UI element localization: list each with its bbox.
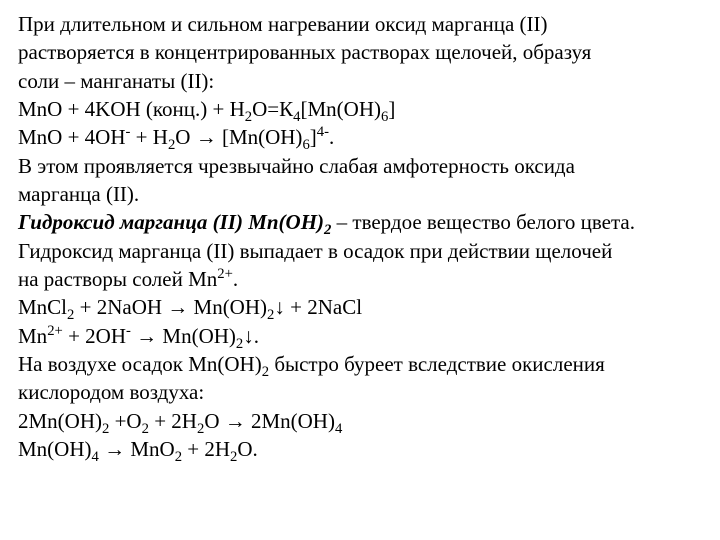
paragraph-text: На воздухе осадок Mn(OH) — [18, 352, 262, 376]
paragraph-line: При длительном и сильном нагревании окси… — [18, 10, 702, 38]
paragraph-line: на растворы солей Mn2+. — [18, 265, 702, 293]
superscript: 2+ — [217, 266, 233, 282]
eq-text: MnCl — [18, 295, 67, 319]
eq-text: Mn(OH) — [18, 437, 92, 461]
eq-text: ] — [388, 97, 395, 121]
eq-text: → MnO — [99, 437, 175, 461]
eq-text: ↓ + 2NaCl — [274, 295, 362, 319]
paragraph-line: В этом проявляется чрезвычайно слабая ам… — [18, 152, 702, 180]
superscript: 4- — [317, 124, 329, 140]
eq-text: → Mn(OH) — [131, 324, 236, 348]
paragraph-text: на растворы солей Mn — [18, 267, 217, 291]
eq-text: MnO + 4KOH (конц.) + H — [18, 97, 245, 121]
document-page: При длительном и сильном нагревании окси… — [0, 0, 720, 464]
paragraph-text: . — [233, 267, 238, 291]
bold-italic-heading: Гидроксид марганца (II) Mn(OH)2 — [18, 210, 331, 234]
heading-text: Гидроксид марганца (II) Mn(OH) — [18, 210, 324, 234]
eq-text: . — [329, 125, 334, 149]
paragraph-line: Гидроксид марганца (II) выпадает в осадо… — [18, 237, 702, 265]
paragraph-text: быстро буреет вследствие окисления — [269, 352, 605, 376]
paragraph-line: кислородом воздуха: — [18, 378, 702, 406]
equation-line: MnO + 4OH- + H2O → [Mn(OH)6]4-. — [18, 123, 702, 151]
equation-line: 2Mn(OH)2 +O2 + 2H2O → 2Mn(OH)4 — [18, 407, 702, 435]
equation-line: MnO + 4KOH (конц.) + H2O=К4[Mn(OH)6] — [18, 95, 702, 123]
superscript: 2+ — [47, 323, 63, 339]
eq-text: + 2H — [182, 437, 230, 461]
subscript: 4 — [335, 421, 342, 437]
eq-text: Mn — [18, 324, 47, 348]
subscript: 4 — [92, 449, 99, 465]
paragraph-line: соли – манганаты (II): — [18, 67, 702, 95]
eq-text: 2Mn(OH) — [18, 409, 102, 433]
eq-text: + 2OH — [63, 324, 126, 348]
equation-line: Mn(OH)4 → MnO2 + 2H2O. — [18, 435, 702, 463]
eq-text: +O — [109, 409, 141, 433]
eq-text: [Mn(OH) — [301, 97, 381, 121]
equation-line: MnCl2 + 2NaOH → Mn(OH)2↓ + 2NaCl — [18, 293, 702, 321]
eq-text: ] — [310, 125, 317, 149]
eq-text: + H — [130, 125, 168, 149]
eq-text: O=К — [252, 97, 293, 121]
paragraph-text: – твердое вещество белого цвета. — [331, 210, 635, 234]
eq-text: O. — [237, 437, 257, 461]
eq-text: O → [Mn(OH) — [175, 125, 302, 149]
eq-text: + 2NaOH → Mn(OH) — [74, 295, 267, 319]
paragraph-line: марганца (II). — [18, 180, 702, 208]
paragraph-line: растворяется в концентрированных раствор… — [18, 38, 702, 66]
eq-text: O → 2Mn(OH) — [204, 409, 335, 433]
paragraph-line: Гидроксид марганца (II) Mn(OH)2 – твердо… — [18, 208, 702, 236]
eq-text: + 2H — [149, 409, 197, 433]
subscript: 2 — [262, 364, 269, 380]
eq-text: MnO + 4OH — [18, 125, 126, 149]
subscript: 2 — [175, 449, 182, 465]
eq-text: ↓. — [243, 324, 259, 348]
equation-line: Mn2+ + 2OH- → Mn(OH)2↓. — [18, 322, 702, 350]
paragraph-line: На воздухе осадок Mn(OH)2 быстро буреет … — [18, 350, 702, 378]
